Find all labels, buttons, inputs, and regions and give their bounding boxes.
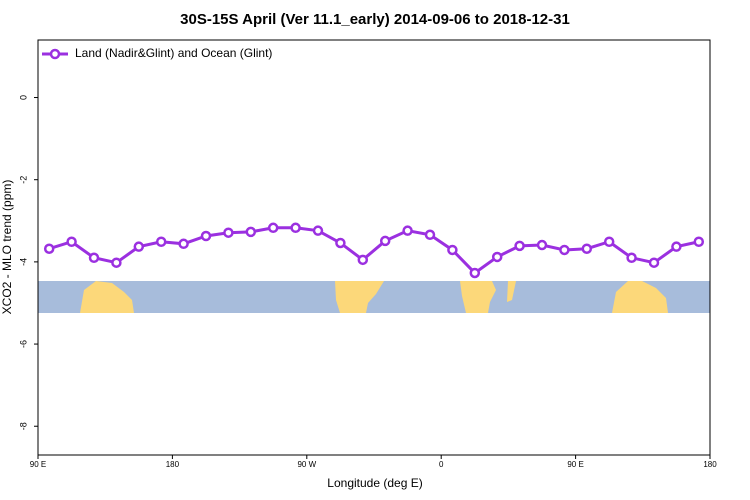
point <box>88 252 100 264</box>
point <box>178 238 189 250</box>
point <box>155 236 167 247</box>
map-strip <box>38 281 710 313</box>
x-tick-label: 180 <box>703 460 717 469</box>
legend-marker <box>49 48 61 60</box>
point <box>447 244 458 256</box>
chart-title: 30S-15S April (Ver 11.1_early) 2014-09-0… <box>180 11 570 28</box>
point <box>536 239 548 251</box>
y-tick-label: -8 <box>18 422 28 430</box>
point <box>693 236 705 247</box>
point <box>469 267 481 279</box>
point <box>424 229 436 241</box>
point <box>66 236 77 247</box>
point <box>491 251 503 263</box>
y-tick-label: 0 <box>18 95 28 100</box>
x-tick-label: 90 W <box>297 460 316 469</box>
point <box>559 244 570 256</box>
point <box>514 240 525 252</box>
x-tick-label: 0 <box>439 460 444 469</box>
point <box>267 222 279 234</box>
legend-label: Land (Nadir&Glint) and Ocean (Glint) <box>75 46 272 60</box>
series-line <box>48 226 700 275</box>
point <box>626 252 637 264</box>
x-tick-label: 180 <box>166 460 180 469</box>
point <box>43 243 55 254</box>
point <box>111 257 122 268</box>
point <box>671 241 682 252</box>
point <box>357 254 369 266</box>
y-axis-label: XCO2 - MLO trend (ppm) <box>0 180 14 315</box>
y-tick-label: -6 <box>18 340 28 348</box>
y-tick-label: -2 <box>18 176 28 184</box>
point <box>290 222 301 234</box>
point <box>379 235 391 247</box>
y-tick-label: -4 <box>18 258 28 266</box>
point <box>200 230 212 242</box>
x-axis-label: Longitude (deg E) <box>327 476 422 490</box>
point <box>312 225 324 236</box>
x-tick-label: 90 E <box>567 460 583 469</box>
point <box>603 236 615 247</box>
x-tick-label: 90 E <box>30 460 46 469</box>
point <box>402 225 413 236</box>
point <box>223 227 234 238</box>
point <box>245 226 257 238</box>
point <box>648 257 660 268</box>
plot-frame <box>37 39 711 456</box>
point <box>133 241 145 252</box>
point <box>581 243 593 254</box>
point <box>335 237 346 249</box>
